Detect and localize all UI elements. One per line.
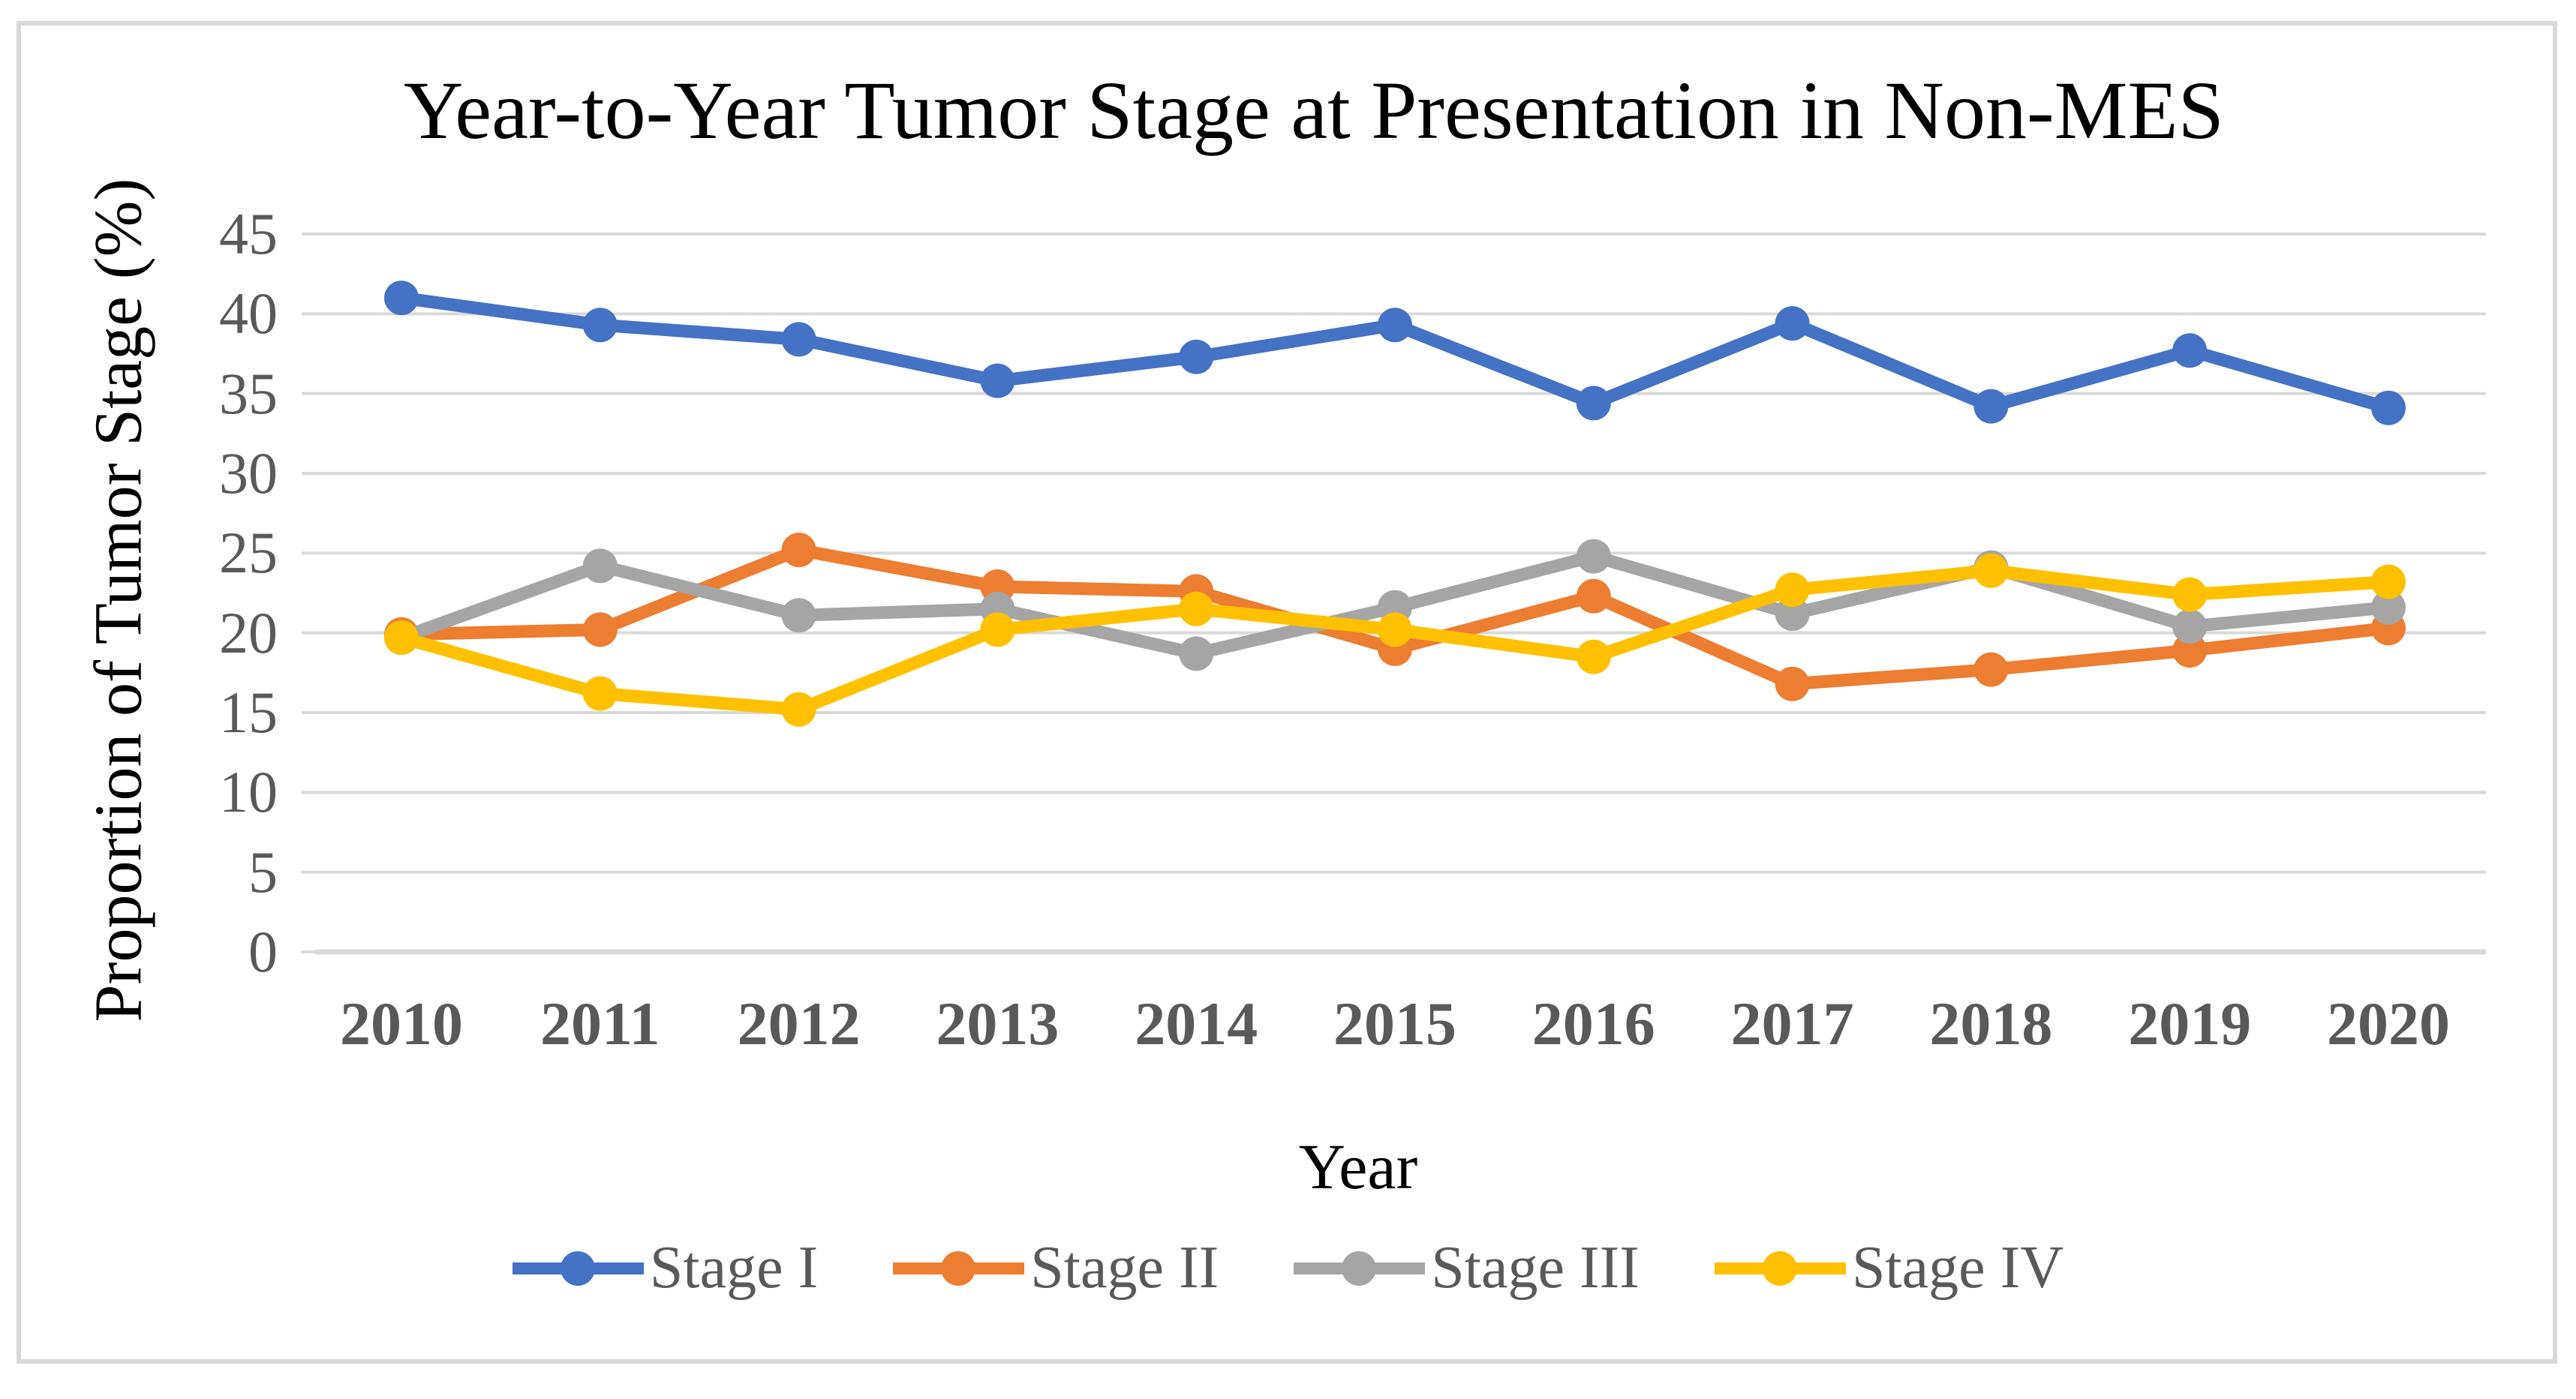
x-tick-label-2019: 2019 [2128, 989, 2252, 1058]
stage-i-marker-2016 [1576, 386, 1611, 421]
x-tick-label-2012: 2012 [737, 989, 861, 1058]
y-tick-label-15: 15 [219, 680, 278, 745]
stage-iii-marker-2019 [2172, 609, 2208, 644]
stage-iv-marker-2015 [1378, 612, 1412, 647]
chart-title: Year-to-Year Tumor Stage at Presentation… [403, 65, 2224, 156]
stage-i-marker-2017 [1775, 306, 1810, 341]
stage-i-marker-2018 [1973, 389, 2009, 424]
stage-i-marker-2014 [1179, 339, 1214, 374]
stage-iv-marker-2020 [2371, 564, 2406, 599]
stage-ii-marker-2017 [1775, 666, 1810, 701]
y-tick-label-35: 35 [219, 360, 278, 426]
stage-i-marker-2010 [384, 281, 419, 316]
chart-legend: Stage I Stage II Stage III Stage IV [0, 1234, 2576, 1302]
stage-i-legend-marker-icon [512, 1250, 644, 1286]
legend-label-stage-i: Stage I [649, 1235, 819, 1301]
stage-iii-marker-2016 [1576, 539, 1611, 574]
stage-iv-marker-2011 [582, 676, 618, 711]
stage-ii-marker-2018 [1973, 652, 2009, 687]
figure-border [17, 21, 2557, 1364]
stage-ii-marker-2012 [781, 533, 816, 568]
y-tick-label-10: 10 [219, 759, 278, 825]
legend-item-stage-ii: Stage II [893, 1234, 1219, 1302]
legend-label-stage-iii: Stage III [1431, 1235, 1640, 1301]
y-tick-label-40: 40 [219, 281, 278, 347]
stage-iv-legend-marker-icon [1714, 1250, 1846, 1286]
stage-iv-marker-2016 [1576, 639, 1611, 674]
y-tick-label-30: 30 [219, 440, 278, 506]
legend-item-stage-iii: Stage III [1294, 1234, 1640, 1302]
stage-iv-marker-2017 [1775, 572, 1810, 608]
stage-iv-marker-2010 [384, 620, 419, 656]
stage-i-marker-2011 [582, 308, 618, 343]
x-tick-label-2020: 2020 [2327, 989, 2450, 1058]
y-tick-label-45: 45 [219, 201, 278, 266]
y-tick-label-25: 25 [219, 520, 278, 586]
x-tick-label-2018: 2018 [1929, 989, 2053, 1058]
stage-ii-legend-marker-icon [893, 1250, 1025, 1286]
x-tick-label-2015: 2015 [1333, 989, 1456, 1058]
x-tick-label-2017: 2017 [1730, 989, 1854, 1058]
y-tick-label-0: 0 [248, 919, 278, 984]
x-tick-label-2010: 2010 [340, 989, 463, 1058]
stage-iv-marker-2012 [781, 692, 816, 727]
x-tick-label-2016: 2016 [1531, 989, 1655, 1058]
stage-ii-marker-2016 [1576, 578, 1611, 614]
stage-iv-marker-2019 [2172, 577, 2208, 612]
stage-iii-marker-2014 [1179, 636, 1214, 671]
stage-iv-marker-2013 [980, 612, 1015, 647]
x-tick-label-2011: 2011 [540, 989, 660, 1058]
stage-i-marker-2015 [1378, 308, 1412, 343]
x-axis-title: Year [1298, 1130, 1418, 1202]
y-tick-label-20: 20 [219, 599, 278, 665]
stage-iii-marker-2012 [781, 598, 816, 633]
legend-item-stage-iv: Stage IV [1714, 1234, 2064, 1302]
stage-iv-marker-2014 [1179, 591, 1214, 626]
stage-ii-marker-2011 [582, 612, 618, 647]
stage-ii-marker-2019 [2172, 633, 2208, 668]
stage-iii-legend-marker-icon [1294, 1250, 1426, 1286]
legend-item-stage-i: Stage I [512, 1234, 818, 1302]
stage-i-marker-2012 [781, 322, 816, 357]
x-tick-label-2014: 2014 [1135, 989, 1258, 1058]
stage-i-marker-2019 [2172, 333, 2208, 368]
legend-label-stage-iv: Stage IV [1851, 1235, 2064, 1301]
stage-iii-marker-2020 [2371, 590, 2406, 625]
legend-label-stage-ii: Stage II [1030, 1235, 1219, 1301]
stage-iii-marker-2017 [1775, 596, 1810, 632]
stage-i-marker-2020 [2371, 390, 2406, 425]
y-tick-label-5: 5 [248, 839, 278, 905]
x-tick-label-2013: 2013 [936, 989, 1060, 1058]
stage-i-marker-2013 [980, 363, 1015, 398]
stage-iv-marker-2018 [1973, 553, 2009, 588]
stage-iii-marker-2011 [582, 548, 618, 584]
